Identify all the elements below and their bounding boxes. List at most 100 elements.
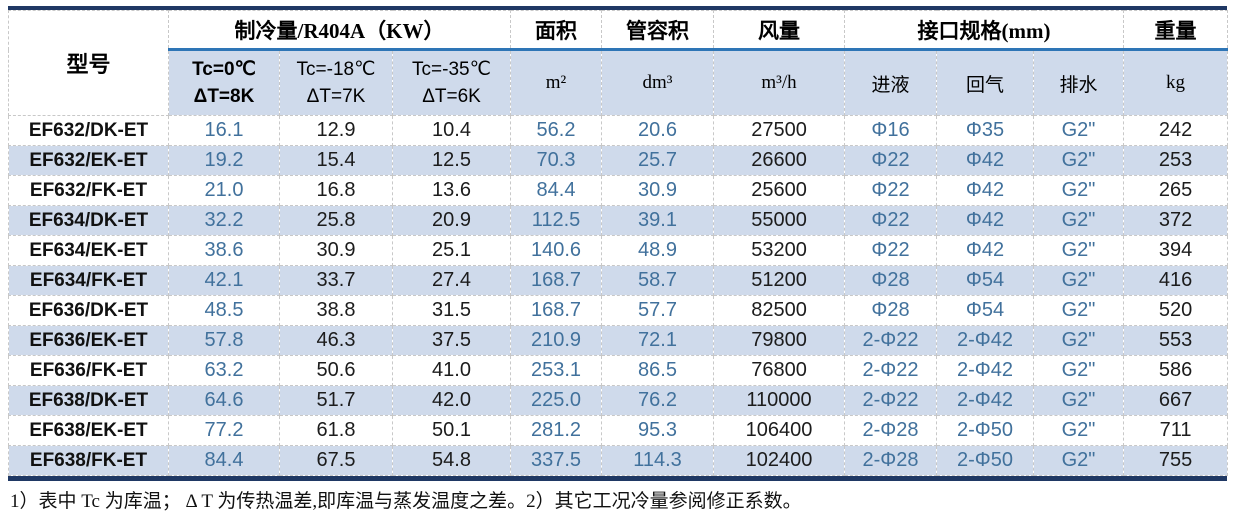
cooling-tc0-cell: 64.6 bbox=[168, 385, 280, 416]
drain-cell: G2" bbox=[1033, 115, 1125, 146]
area-cell: 225.0 bbox=[510, 385, 603, 416]
cooling-tc0-cell: 63.2 bbox=[168, 355, 280, 386]
column-header-tube-volume: 管容积 bbox=[601, 10, 715, 51]
drain-cell: G2" bbox=[1033, 385, 1125, 416]
drain-cell: G2" bbox=[1033, 325, 1125, 356]
cooling-tc35-cell: 20.9 bbox=[391, 205, 512, 236]
cooling-tc35-cell: 12.5 bbox=[391, 145, 512, 176]
model-cell: EF636/FK-ET bbox=[8, 355, 169, 386]
cooling-tc18-cell: 30.9 bbox=[279, 235, 393, 266]
air-flow-cell: 102400 bbox=[713, 445, 846, 476]
cooling-tc0-cell: 32.2 bbox=[168, 205, 280, 236]
air-flow-cell: 26600 bbox=[713, 145, 846, 176]
tube-volume-cell: 30.9 bbox=[601, 175, 715, 206]
model-cell: EF632/EK-ET bbox=[8, 145, 169, 176]
table-row: EF634/FK-ET 42.1 33.7 27.4 168.7 58.7 51200 Φ28… bbox=[8, 265, 1229, 296]
tube-volume-cell: 72.1 bbox=[601, 325, 715, 356]
drain-cell: G2" bbox=[1033, 145, 1125, 176]
air-flow-cell: 25600 bbox=[713, 175, 846, 206]
gas-return-cell: 2-Φ50 bbox=[936, 445, 1035, 476]
gas-return-cell: Φ54 bbox=[936, 265, 1035, 296]
cooling-tc0-cell: 42.1 bbox=[168, 265, 280, 296]
weight-cell: 242 bbox=[1123, 115, 1229, 146]
gas-return-cell: 2-Φ42 bbox=[936, 385, 1035, 416]
area-cell: 84.4 bbox=[510, 175, 603, 206]
cooling-tc18-cell: 12.9 bbox=[279, 115, 393, 146]
cooling-tc0-cell: 16.1 bbox=[168, 115, 280, 146]
liquid-inlet-cell: Φ28 bbox=[844, 295, 938, 326]
gas-return-cell: Φ42 bbox=[936, 175, 1035, 206]
air-flow-cell: 51200 bbox=[713, 265, 846, 296]
cooling-tc0-cell: 77.2 bbox=[168, 415, 280, 446]
air-flow-cell: 79800 bbox=[713, 325, 846, 356]
table-row: EF638/FK-ET 84.4 67.5 54.8 337.5 114.3 102400 2… bbox=[8, 445, 1229, 476]
table-body: EF632/DK-ET 16.1 12.9 10.4 56.2 20.6 27500 Φ16 Φ… bbox=[8, 115, 1229, 476]
cooling-tc18-cell: 50.6 bbox=[279, 355, 393, 386]
drain-cell: G2" bbox=[1033, 415, 1125, 446]
liquid-inlet-cell: 2-Φ28 bbox=[844, 415, 938, 446]
cooling-tc0-cell: 57.8 bbox=[168, 325, 280, 356]
tube-volume-cell: 20.6 bbox=[601, 115, 715, 146]
subheader-air-flow-unit: m³/h bbox=[713, 49, 846, 116]
drain-cell: G2" bbox=[1033, 265, 1125, 296]
header-row-groups: 型号 制冷量/R404A（KW） 面积 管容积 风量 接口规格(mm) 重量 bbox=[8, 10, 1229, 116]
liquid-inlet-cell: Φ22 bbox=[844, 175, 938, 206]
cooling-tc18-cell: 33.7 bbox=[279, 265, 393, 296]
weight-cell: 253 bbox=[1123, 145, 1229, 176]
gas-return-cell: Φ42 bbox=[936, 145, 1035, 176]
cooling-tc35-cell: 10.4 bbox=[391, 115, 512, 146]
table-row: EF632/DK-ET 16.1 12.9 10.4 56.2 20.6 27500 Φ16 Φ… bbox=[8, 115, 1229, 146]
area-cell: 210.9 bbox=[510, 325, 603, 356]
tc0-temp: Tc=0℃ bbox=[192, 59, 256, 80]
tc18-delta: ΔT=7K bbox=[306, 86, 366, 107]
cooling-tc18-cell: 61.8 bbox=[279, 415, 393, 446]
cooling-tc0-cell: 38.6 bbox=[168, 235, 280, 266]
tube-volume-cell: 25.7 bbox=[601, 145, 715, 176]
table-row: EF634/DK-ET 32.2 25.8 20.9 112.5 39.1 55000 Φ22… bbox=[8, 205, 1229, 236]
weight-cell: 586 bbox=[1123, 355, 1229, 386]
cooling-tc35-cell: 54.8 bbox=[391, 445, 512, 476]
spec-table-container: 型号 制冷量/R404A（KW） 面积 管容积 风量 接口规格(mm) 重量 T… bbox=[8, 6, 1229, 481]
tube-volume-cell: 95.3 bbox=[601, 415, 715, 446]
table-row: EF638/EK-ET 77.2 61.8 50.1 281.2 95.3 106400 2-… bbox=[8, 415, 1229, 446]
cooling-tc18-cell: 46.3 bbox=[279, 325, 393, 356]
liquid-inlet-cell: 2-Φ28 bbox=[844, 445, 938, 476]
header-row-subheaders: Tc=0℃ ΔT=8K Tc=-18℃ ΔT=7K Tc=-35℃ ΔT=6K … bbox=[9, 49, 1229, 116]
drain-cell: G2" bbox=[1033, 175, 1125, 206]
weight-cell: 520 bbox=[1123, 295, 1229, 326]
model-cell: EF636/DK-ET bbox=[8, 295, 169, 326]
area-cell: 70.3 bbox=[510, 145, 603, 176]
liquid-inlet-cell: Φ16 bbox=[844, 115, 938, 146]
weight-cell: 755 bbox=[1123, 445, 1229, 476]
tc35-temp: Tc=-35℃ bbox=[412, 59, 491, 80]
model-cell: EF634/EK-ET bbox=[8, 235, 169, 266]
liquid-inlet-cell: Φ28 bbox=[844, 265, 938, 296]
gas-return-cell: 2-Φ42 bbox=[936, 355, 1035, 386]
weight-cell: 394 bbox=[1123, 235, 1229, 266]
model-cell: EF632/DK-ET bbox=[8, 115, 169, 146]
tube-volume-cell: 114.3 bbox=[601, 445, 715, 476]
subheader-gas-return: 回气 bbox=[936, 49, 1035, 116]
cooling-tc35-cell: 27.4 bbox=[391, 265, 512, 296]
table-row: EF636/FK-ET 63.2 50.6 41.0 253.1 86.5 76800 2-Φ… bbox=[8, 355, 1229, 386]
area-cell: 140.6 bbox=[510, 235, 603, 266]
tube-volume-cell: 58.7 bbox=[601, 265, 715, 296]
subheader-tc-18: Tc=-18℃ ΔT=7K bbox=[279, 49, 393, 116]
cooling-tc35-cell: 25.1 bbox=[391, 235, 512, 266]
model-cell: EF634/FK-ET bbox=[8, 265, 169, 296]
area-cell: 281.2 bbox=[510, 415, 603, 446]
cooling-tc18-cell: 51.7 bbox=[279, 385, 393, 416]
tube-volume-cell: 76.2 bbox=[601, 385, 715, 416]
air-flow-cell: 27500 bbox=[713, 115, 846, 146]
cooling-tc35-cell: 50.1 bbox=[391, 415, 512, 446]
air-flow-cell: 76800 bbox=[713, 355, 846, 386]
column-header-weight: 重量 bbox=[1123, 10, 1229, 51]
column-group-cooling-capacity: 制冷量/R404A（KW） bbox=[167, 10, 512, 51]
area-cell: 168.7 bbox=[510, 265, 603, 296]
cooling-tc18-cell: 25.8 bbox=[279, 205, 393, 236]
column-header-model: 型号 bbox=[8, 10, 169, 116]
tc35-delta: ΔT=6K bbox=[422, 86, 481, 107]
column-group-connections: 接口规格(mm) bbox=[844, 10, 1125, 51]
gas-return-cell: 2-Φ50 bbox=[936, 415, 1035, 446]
cooling-tc0-cell: 48.5 bbox=[168, 295, 280, 326]
